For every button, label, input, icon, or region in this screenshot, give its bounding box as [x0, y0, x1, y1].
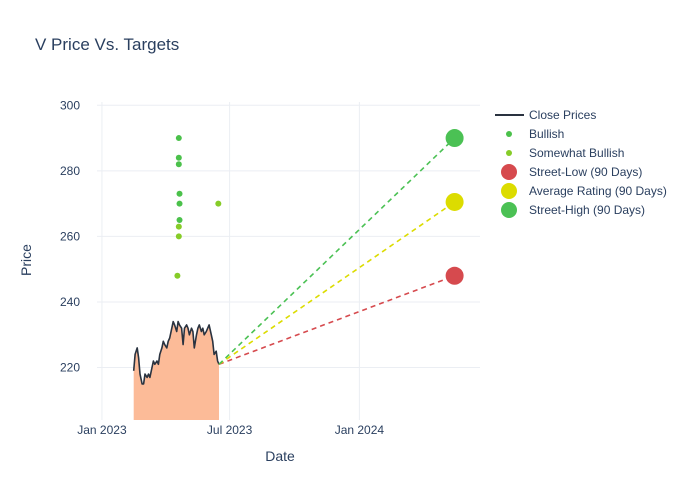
average-rating-target-marker [445, 192, 464, 211]
plot-series [132, 129, 464, 420]
legend-label-somewhat-bullish: Somewhat Bullish [529, 146, 624, 160]
close-price-area [133, 321, 219, 420]
y-axis-title: Price [18, 244, 34, 276]
legend-label-street-high: Street-High (90 Days) [529, 203, 645, 217]
legend-swatch-somewhat-bullish [506, 150, 512, 156]
gridlines [97, 102, 480, 420]
y-tick-label: 220 [60, 361, 80, 375]
legend-swatch-street-low [501, 164, 517, 180]
x-tick-label: Jul 2023 [207, 423, 253, 437]
close-price-line [132, 320, 220, 385]
legend-swatch-street-high [501, 202, 517, 218]
bullish-point [175, 154, 182, 161]
somewhat-bullish-point [215, 200, 222, 207]
x-axis-ticks: Jan 2023 Jul 2023 Jan 2024 [77, 423, 384, 437]
bullish-point [176, 200, 183, 207]
legend-swatch-bullish [506, 131, 512, 137]
legend-swatch-average-rating [501, 183, 517, 199]
street-low-target-marker [445, 266, 464, 285]
somewhat-bullish-point [175, 233, 182, 240]
legend[interactable]: Close Prices Bullish Somewhat Bullish Stree… [495, 108, 667, 218]
average-rating-projection-line [218, 201, 456, 365]
legend-label-street-low: Street-Low (90 Days) [529, 165, 642, 179]
bullish-point [176, 217, 183, 224]
somewhat-bullish-point [174, 272, 181, 279]
legend-label-bullish: Bullish [529, 127, 564, 141]
y-axis-ticks: 220 240 260 280 300 [60, 98, 80, 374]
bullish-point [175, 135, 182, 142]
street-low-projection-line [218, 275, 455, 366]
street-high-projection-line [218, 137, 456, 365]
bullish-point [176, 190, 183, 197]
x-tick-label: Jan 2023 [77, 423, 127, 437]
somewhat-bullish-point [175, 223, 182, 230]
y-tick-label: 240 [60, 295, 80, 309]
x-axis-title: Date [265, 448, 295, 464]
y-tick-label: 260 [60, 229, 80, 243]
y-tick-label: 280 [60, 164, 80, 178]
x-tick-label: Jan 2024 [335, 423, 385, 437]
bullish-point [175, 161, 182, 168]
chart-title: V Price Vs. Targets [35, 35, 179, 54]
street-high-target-marker [445, 129, 464, 148]
legend-label-average-rating: Average Rating (90 Days) [529, 184, 667, 198]
legend-label-close-prices: Close Prices [529, 108, 596, 122]
y-tick-label: 300 [60, 98, 80, 112]
